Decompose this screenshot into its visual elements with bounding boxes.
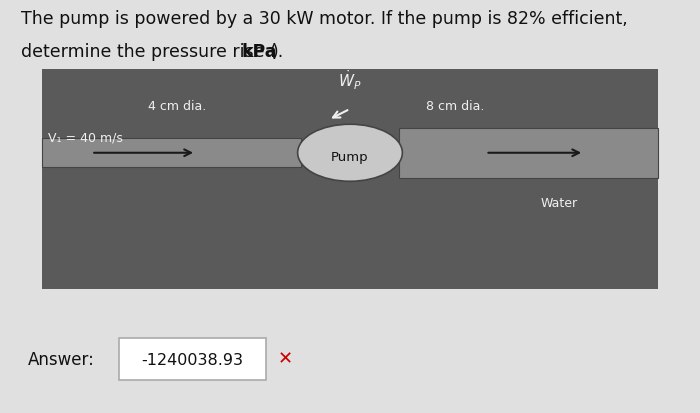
Polygon shape <box>42 139 301 168</box>
Text: Pump: Pump <box>331 151 369 164</box>
Text: ).: ). <box>272 43 284 61</box>
Text: Water: Water <box>541 196 578 209</box>
Text: determine the pressure rise (: determine the pressure rise ( <box>21 43 276 61</box>
Ellipse shape <box>298 125 402 182</box>
FancyBboxPatch shape <box>119 338 266 380</box>
FancyBboxPatch shape <box>42 70 658 289</box>
Text: ✕: ✕ <box>278 349 293 368</box>
Text: The pump is powered by a 30 kW motor. If the pump is 82% efficient,: The pump is powered by a 30 kW motor. If… <box>21 10 628 28</box>
Text: Answer:: Answer: <box>28 350 95 368</box>
Text: kPa: kPa <box>241 43 277 61</box>
Text: $\dot{W}_P$: $\dot{W}_P$ <box>338 69 362 92</box>
Text: -1240038.93: -1240038.93 <box>141 352 244 367</box>
Text: V₁ = 40 m/s: V₁ = 40 m/s <box>48 132 123 145</box>
Polygon shape <box>399 128 658 178</box>
Text: 8 cm dia.: 8 cm dia. <box>426 100 484 113</box>
Text: 4 cm dia.: 4 cm dia. <box>148 100 206 113</box>
